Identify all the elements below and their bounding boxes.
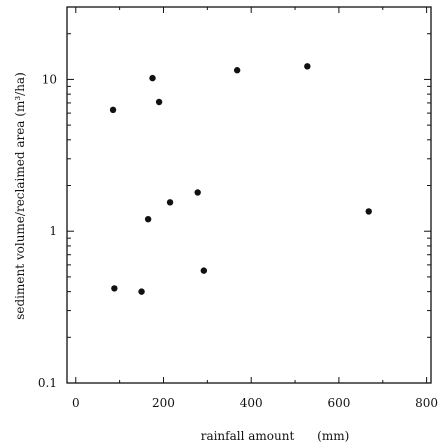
data-point: [109, 106, 117, 114]
x-tick-label: 200: [152, 396, 175, 410]
x-axis-ticks: 0 200 400 600 800: [72, 7, 438, 410]
data-point: [166, 199, 174, 206]
data-point: [155, 98, 163, 106]
data-point: [304, 63, 311, 70]
y-axis-label: sediment volume/reclaimed area (m³/ha): [13, 72, 27, 320]
y-tick-label: 0.1: [38, 376, 57, 390]
data-point: [365, 208, 372, 215]
y-tick-label: 10: [42, 72, 57, 86]
data-point: [149, 74, 156, 82]
x-tick-label: 0: [72, 396, 80, 410]
data-point: [194, 189, 201, 196]
data-point: [138, 288, 145, 295]
x-axis-label: rainfall amount (mm): [201, 429, 350, 443]
data-point: [144, 215, 152, 223]
x-tick-label: 600: [327, 396, 350, 410]
data-point: [111, 285, 118, 292]
plot-frame: [66, 6, 432, 384]
data-point: [233, 67, 241, 74]
data-point: [200, 267, 208, 274]
y-axis-ticks: 0.1 1 10: [38, 6, 431, 390]
x-tick-label: 800: [415, 396, 438, 410]
y-tick-label: 1: [49, 224, 57, 238]
data-points: [109, 63, 372, 295]
x-tick-label: 400: [240, 396, 263, 410]
